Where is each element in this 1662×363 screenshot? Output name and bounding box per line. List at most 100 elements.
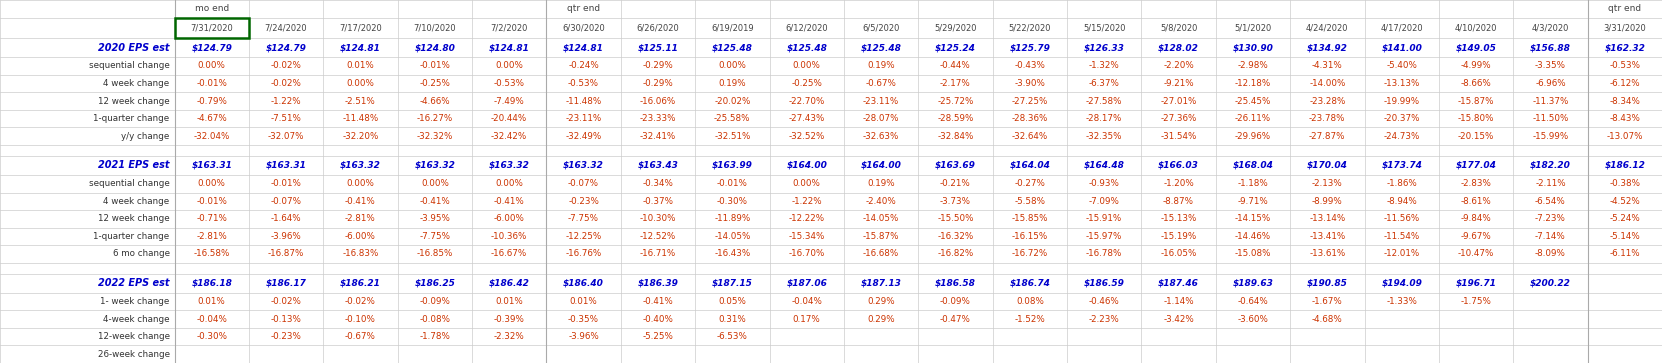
Text: -19.99%: -19.99%	[1384, 97, 1419, 106]
Text: $141.00: $141.00	[1381, 43, 1423, 52]
Text: $164.00: $164.00	[786, 161, 828, 170]
Text: -32.20%: -32.20%	[342, 132, 379, 141]
Text: -2.20%: -2.20%	[1163, 61, 1193, 70]
Text: $163.31: $163.31	[266, 161, 306, 170]
Text: -23.11%: -23.11%	[565, 114, 602, 123]
Text: -8.09%: -8.09%	[1536, 249, 1566, 258]
Text: -2.17%: -2.17%	[941, 79, 971, 88]
Text: $162.32: $162.32	[1604, 43, 1645, 52]
Text: -0.27%: -0.27%	[1014, 179, 1045, 188]
Text: -0.71%: -0.71%	[196, 215, 228, 223]
Text: -27.25%: -27.25%	[1012, 97, 1049, 106]
Text: $170.04: $170.04	[1306, 161, 1348, 170]
Text: y/y change: y/y change	[121, 132, 170, 141]
Text: 0.00%: 0.00%	[718, 61, 746, 70]
Text: 0.17%: 0.17%	[793, 315, 821, 323]
Text: 3/31/2020: 3/31/2020	[1604, 23, 1645, 32]
Text: -0.46%: -0.46%	[1089, 297, 1120, 306]
Text: -0.30%: -0.30%	[196, 332, 228, 341]
Text: -2.23%: -2.23%	[1089, 315, 1120, 323]
Text: -32.64%: -32.64%	[1012, 132, 1049, 141]
Text: 0.19%: 0.19%	[718, 79, 746, 88]
Text: -13.07%: -13.07%	[1607, 132, 1644, 141]
Text: $163.32: $163.32	[341, 161, 381, 170]
Text: -5.14%: -5.14%	[1609, 232, 1640, 241]
Text: -7.14%: -7.14%	[1536, 232, 1566, 241]
Text: -32.41%: -32.41%	[640, 132, 676, 141]
Text: 7/17/2020: 7/17/2020	[339, 23, 382, 32]
Text: -11.89%: -11.89%	[715, 215, 751, 223]
Text: -11.48%: -11.48%	[342, 114, 379, 123]
Text: -1.14%: -1.14%	[1163, 297, 1193, 306]
Text: 0.00%: 0.00%	[495, 61, 524, 70]
Text: -7.75%: -7.75%	[419, 232, 450, 241]
Text: 1- week change: 1- week change	[100, 297, 170, 306]
Text: qtr end: qtr end	[567, 4, 600, 13]
Text: -15.85%: -15.85%	[1012, 215, 1049, 223]
Text: 0.01%: 0.01%	[347, 61, 374, 70]
Text: -15.91%: -15.91%	[1085, 215, 1122, 223]
Text: -15.08%: -15.08%	[1235, 249, 1271, 258]
Text: 7/10/2020: 7/10/2020	[414, 23, 455, 32]
Text: $182.20: $182.20	[1531, 161, 1571, 170]
Text: $187.06: $187.06	[786, 279, 828, 287]
Text: 0.00%: 0.00%	[198, 179, 226, 188]
Text: 0.01%: 0.01%	[495, 297, 524, 306]
Text: -28.59%: -28.59%	[937, 114, 974, 123]
Text: $186.40: $186.40	[563, 279, 603, 287]
Text: 0.29%: 0.29%	[868, 297, 894, 306]
Text: 2022 EPS est: 2022 EPS est	[98, 278, 170, 288]
Text: -3.60%: -3.60%	[1238, 315, 1268, 323]
Text: -9.21%: -9.21%	[1163, 79, 1193, 88]
Text: -2.81%: -2.81%	[346, 215, 376, 223]
Text: -16.68%: -16.68%	[863, 249, 899, 258]
Text: -20.02%: -20.02%	[715, 97, 751, 106]
Text: -32.42%: -32.42%	[490, 132, 527, 141]
Text: -0.02%: -0.02%	[271, 297, 301, 306]
Text: -2.98%: -2.98%	[1238, 61, 1268, 70]
Text: -25.58%: -25.58%	[715, 114, 751, 123]
Text: -3.42%: -3.42%	[1163, 315, 1193, 323]
Text: $190.85: $190.85	[1306, 279, 1348, 287]
Text: 5/15/2020: 5/15/2020	[1084, 23, 1125, 32]
Text: -28.17%: -28.17%	[1085, 114, 1122, 123]
Text: -29.96%: -29.96%	[1235, 132, 1271, 141]
Text: -1.33%: -1.33%	[1386, 297, 1418, 306]
Text: -0.09%: -0.09%	[941, 297, 971, 306]
Text: -0.02%: -0.02%	[271, 79, 301, 88]
Text: -16.71%: -16.71%	[640, 249, 676, 258]
Text: -13.14%: -13.14%	[1310, 215, 1346, 223]
Text: -26.11%: -26.11%	[1235, 114, 1271, 123]
Text: -12.25%: -12.25%	[565, 232, 602, 241]
Text: -4.31%: -4.31%	[1311, 61, 1343, 70]
Text: -0.41%: -0.41%	[494, 197, 525, 206]
Text: $186.59: $186.59	[1084, 279, 1125, 287]
Text: -32.07%: -32.07%	[268, 132, 304, 141]
Text: -16.58%: -16.58%	[193, 249, 229, 258]
Text: -22.70%: -22.70%	[788, 97, 824, 106]
Text: -0.23%: -0.23%	[271, 332, 301, 341]
Text: -8.34%: -8.34%	[1609, 97, 1640, 106]
Text: $125.48: $125.48	[861, 43, 901, 52]
Text: $125.79: $125.79	[1009, 43, 1050, 52]
Text: $164.00: $164.00	[861, 161, 901, 170]
Text: $186.21: $186.21	[341, 279, 381, 287]
Text: -0.37%: -0.37%	[643, 197, 673, 206]
Text: -9.67%: -9.67%	[1461, 232, 1491, 241]
Text: -2.13%: -2.13%	[1311, 179, 1343, 188]
Text: -1.67%: -1.67%	[1311, 297, 1343, 306]
Text: -6.11%: -6.11%	[1609, 249, 1640, 258]
Text: -15.80%: -15.80%	[1458, 114, 1494, 123]
Text: -5.40%: -5.40%	[1386, 61, 1418, 70]
Text: -2.11%: -2.11%	[1536, 179, 1566, 188]
Text: -11.56%: -11.56%	[1383, 215, 1419, 223]
Text: -14.15%: -14.15%	[1235, 215, 1271, 223]
Text: -24.73%: -24.73%	[1383, 132, 1419, 141]
Text: -0.02%: -0.02%	[271, 61, 301, 70]
Text: -0.10%: -0.10%	[346, 315, 376, 323]
Text: -16.82%: -16.82%	[937, 249, 974, 258]
Text: -0.08%: -0.08%	[419, 315, 450, 323]
Text: -20.15%: -20.15%	[1458, 132, 1494, 141]
Text: -6.96%: -6.96%	[1536, 79, 1566, 88]
Text: 12 week change: 12 week change	[98, 215, 170, 223]
